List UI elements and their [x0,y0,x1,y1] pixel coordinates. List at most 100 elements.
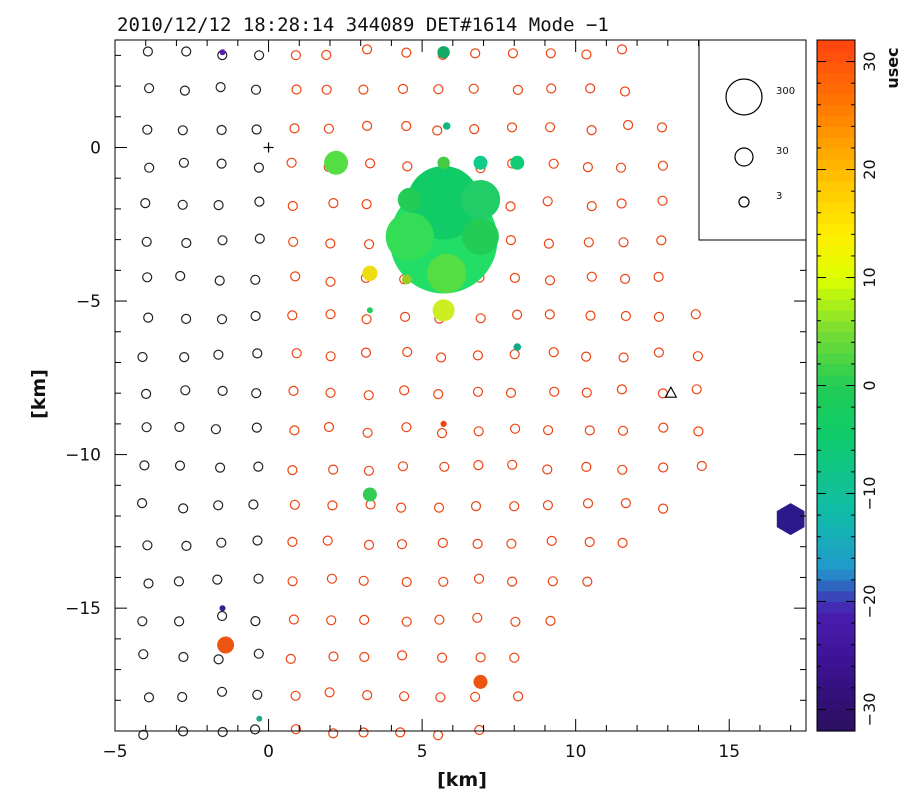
station-marker [181,46,192,57]
station-marker [397,650,408,661]
hit-station-marker [437,46,450,59]
station-marker [512,691,524,702]
station-marker [402,161,413,172]
station-marker [544,122,556,133]
station-marker [254,196,265,207]
station-marker [138,649,149,660]
station-marker [475,313,486,324]
station-marker [180,385,191,396]
station-marker [546,83,557,94]
colorbar-band [817,61,855,73]
station-marker [435,692,446,703]
station-marker [543,238,555,249]
station-marker [434,614,445,625]
plot-frame [114,39,807,732]
station-marker [322,535,333,546]
station-marker [616,198,627,209]
station-marker [250,84,262,95]
station-marker [542,425,554,436]
colorbar-band [817,655,855,667]
station-marker [328,198,339,209]
station-marker [253,573,264,584]
hit-station-marker [513,343,522,351]
station-marker [653,311,665,322]
station-marker [542,464,553,475]
station-marker [217,385,228,396]
station-marker [507,48,519,59]
station-marker [325,309,336,320]
station-marker [217,235,228,246]
colorbar-band [817,439,855,451]
station-marker [137,351,148,363]
colorbar-band [817,417,855,430]
station-marker [142,46,153,57]
station-marker [289,499,300,510]
size-legend: 300 30 3 [698,39,807,241]
colorbar-band [817,569,855,581]
colorbar-band [817,83,855,95]
colorbar-band [817,698,855,711]
y-tick-label: −5 [76,292,101,312]
station-marker [468,83,479,94]
station-marker [217,610,228,622]
station-marker [657,503,669,514]
station-marker [584,425,595,436]
station-marker [548,347,559,358]
station-marker [472,386,484,397]
hit-station-marker [432,299,455,322]
colorbar-tick-label: 30 [860,51,879,71]
station-marker [254,233,265,244]
station-marker [328,651,339,662]
colorbar-band [817,687,855,700]
station-marker [656,235,667,246]
colorbar-band [817,50,855,63]
hit-station-marker [397,187,422,212]
station-marker [545,615,556,627]
station-marker [253,461,264,472]
chart-title: 2010/12/12 18:28:14 344089 DET#1614 Mode… [117,14,609,36]
hit-station-marker [256,715,263,722]
station-marker [213,654,224,665]
station-marker [325,351,336,362]
station-marker [251,422,262,433]
colorbar-band [817,644,855,657]
station-marker [288,614,299,625]
station-marker [143,692,155,703]
colorbar: 30 20 10 0 −10 −20 −30 usec [816,39,902,732]
station-marker [321,49,332,61]
station-marker [217,726,228,738]
station-marker [177,691,188,703]
station-marker [361,314,372,325]
x-tick-label: 5 [417,742,428,762]
station-marker [216,124,227,136]
station-marker [438,576,449,587]
station-marker [359,651,370,663]
size-legend-label: 300 [776,86,795,97]
station-marker [288,385,299,396]
station-marker [137,498,148,509]
station-marker [362,120,373,132]
station-marker [254,50,265,61]
station-marker [616,384,628,395]
station-marker [581,461,592,472]
hexagon-marker [776,503,805,536]
station-marker [505,235,516,246]
station-marker [433,84,444,95]
station-marker [364,239,375,250]
station-marker [178,651,189,663]
station-marker [288,236,299,247]
station-marker [469,124,480,135]
station-marker [509,423,521,434]
station-marker [290,50,301,61]
colorbar-band [817,255,855,268]
colorbar-band [817,471,855,484]
colorbar-band [817,93,855,106]
colorbar-band [817,666,855,678]
station-marker [287,576,298,587]
shower-core-marker [263,142,274,153]
colorbar-band [817,633,855,646]
station-marker [693,426,704,437]
colorbar-tick-label: −20 [860,585,879,619]
station-marker [143,312,154,323]
